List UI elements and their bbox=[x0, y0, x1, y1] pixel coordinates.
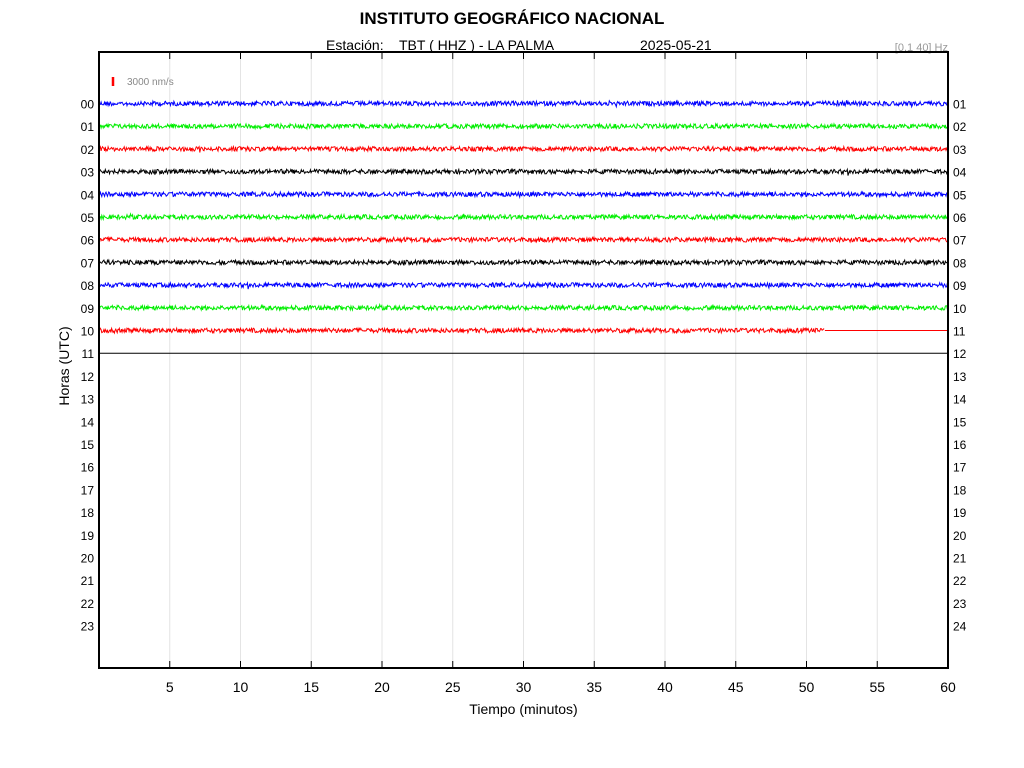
y-tick-label-left: 07 bbox=[81, 256, 95, 270]
trace-hour-00 bbox=[98, 99, 948, 109]
trace-hour-01 bbox=[98, 122, 948, 131]
y-tick-label-right: 11 bbox=[953, 325, 966, 339]
y-tick-label-right: 10 bbox=[953, 302, 967, 316]
y-tick-label-right: 03 bbox=[953, 143, 967, 157]
y-tick-label-left: 13 bbox=[81, 393, 95, 407]
y-tick-label-right: 06 bbox=[953, 211, 967, 225]
y-tick-label-right: 02 bbox=[953, 120, 967, 134]
x-tick-label: 25 bbox=[445, 679, 461, 695]
y-tick-label-right: 15 bbox=[953, 415, 967, 429]
y-tick-label-left: 19 bbox=[81, 529, 95, 543]
x-tick-label: 50 bbox=[799, 679, 815, 695]
x-tick-label: 15 bbox=[303, 679, 319, 695]
y-tick-label-right: 24 bbox=[953, 620, 967, 634]
y-tick-label-right: 19 bbox=[953, 506, 967, 520]
y-tick-label-left: 17 bbox=[81, 483, 95, 497]
y-tick-label-right: 14 bbox=[953, 393, 967, 407]
y-tick-label-left: 18 bbox=[81, 506, 95, 520]
y-tick-label-right: 08 bbox=[953, 256, 967, 270]
x-tick-label: 20 bbox=[374, 679, 390, 695]
y-tick-label-left: 05 bbox=[81, 211, 95, 225]
x-axis-label: Tiempo (minutos) bbox=[469, 701, 577, 717]
y-axis-label: Horas (UTC) bbox=[56, 326, 72, 405]
y-tick-label-left: 04 bbox=[81, 188, 95, 202]
y-tick-label-right: 09 bbox=[953, 279, 967, 293]
y-tick-label-right: 04 bbox=[953, 166, 967, 180]
x-tick-label: 45 bbox=[728, 679, 744, 695]
y-tick-label-right: 23 bbox=[953, 597, 967, 611]
y-tick-label-right: 13 bbox=[953, 370, 967, 384]
y-tick-label-left: 20 bbox=[81, 552, 95, 566]
record-date: 2025-05-21 bbox=[640, 37, 712, 53]
x-tick-label: 30 bbox=[516, 679, 532, 695]
y-tick-label-left: 06 bbox=[81, 234, 95, 248]
y-tick-label-right: 18 bbox=[953, 483, 967, 497]
y-tick-label-left: 12 bbox=[81, 370, 95, 384]
x-tick-label: 10 bbox=[233, 679, 249, 695]
y-tick-label-left: 02 bbox=[81, 143, 95, 157]
trace-hour-04 bbox=[98, 190, 948, 200]
x-tick-label: 40 bbox=[657, 679, 673, 695]
y-tick-label-right: 05 bbox=[953, 188, 967, 202]
trace-hour-06 bbox=[98, 235, 948, 244]
y-tick-label-left: 09 bbox=[81, 302, 95, 316]
y-tick-label-left: 22 bbox=[81, 597, 95, 611]
y-tick-label-right: 12 bbox=[953, 347, 967, 361]
y-tick-label-left: 21 bbox=[81, 574, 95, 588]
trace-hour-05 bbox=[98, 212, 948, 222]
y-tick-label-right: 01 bbox=[953, 98, 967, 112]
y-tick-label-left: 23 bbox=[81, 620, 95, 634]
x-tick-label: 55 bbox=[869, 679, 885, 695]
y-tick-label-left: 01 bbox=[81, 120, 95, 134]
y-tick-label-left: 00 bbox=[81, 98, 95, 112]
y-tick-label-right: 20 bbox=[953, 529, 967, 543]
x-tick-label: 5 bbox=[166, 679, 174, 695]
trace-hour-10 bbox=[98, 326, 825, 335]
y-tick-label-right: 22 bbox=[953, 574, 967, 588]
station-name: TBT ( HHZ ) - LA PALMA bbox=[399, 37, 555, 53]
trace-hour-07 bbox=[98, 258, 948, 267]
y-tick-label-left: 11 bbox=[82, 347, 95, 361]
y-tick-label-right: 17 bbox=[953, 461, 967, 475]
y-tick-label-left: 16 bbox=[81, 461, 95, 475]
y-tick-label-left: 08 bbox=[81, 279, 95, 293]
trace-hour-03 bbox=[98, 167, 948, 176]
y-tick-label-left: 03 bbox=[81, 166, 95, 180]
y-tick-label-left: 15 bbox=[81, 438, 95, 452]
trace-hour-02 bbox=[98, 144, 948, 153]
trace-hour-09 bbox=[98, 302, 948, 313]
y-tick-label-left: 10 bbox=[81, 325, 95, 339]
trace-hour-08 bbox=[98, 280, 948, 290]
scale-label: 3000 nm/s bbox=[127, 77, 174, 88]
chart-title: INSTITUTO GEOGRÁFICO NACIONAL bbox=[359, 9, 665, 28]
x-tick-label: 60 bbox=[940, 679, 956, 695]
y-tick-label-right: 21 bbox=[953, 552, 967, 566]
x-tick-label: 35 bbox=[586, 679, 602, 695]
station-prefix: Estación: bbox=[326, 37, 384, 53]
y-tick-label-right: 07 bbox=[953, 234, 967, 248]
y-tick-label-right: 16 bbox=[953, 438, 967, 452]
y-tick-label-left: 14 bbox=[81, 415, 95, 429]
